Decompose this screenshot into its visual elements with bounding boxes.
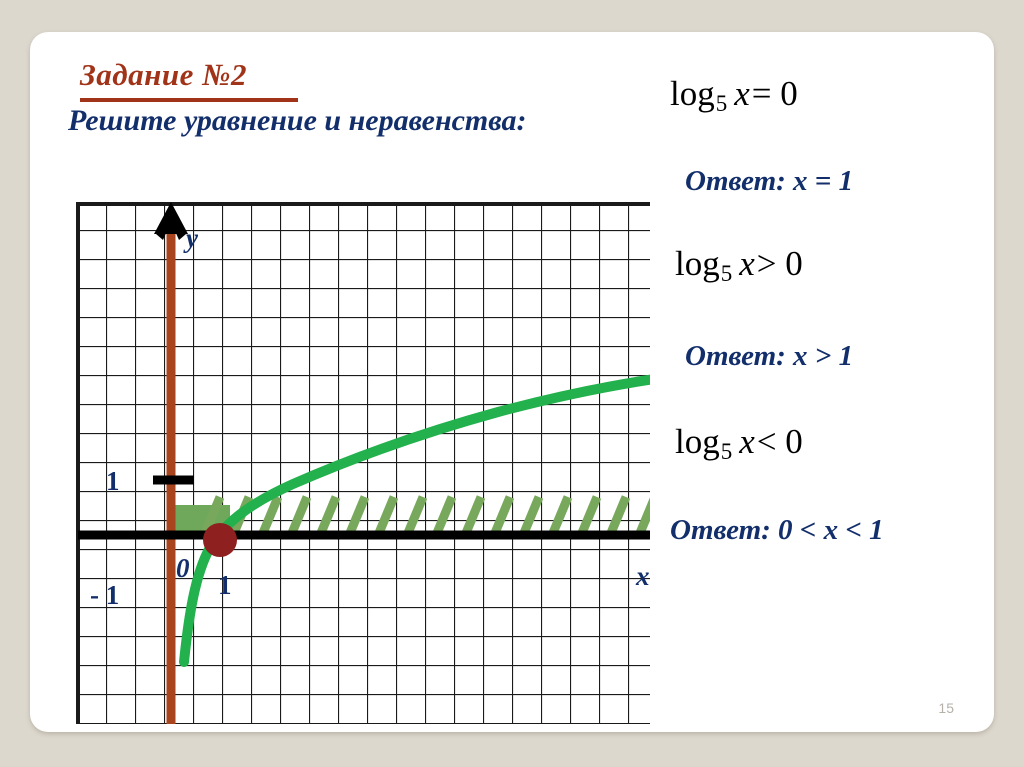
root-point-marker xyxy=(203,523,237,557)
answer-equation: Ответ: x = 1 xyxy=(685,165,854,197)
grid-lines xyxy=(78,204,650,724)
coordinate-grid-chart: y x 1 0 1 - 1 xyxy=(76,202,650,724)
y-axis-arrow-barbs xyxy=(156,208,186,240)
page-title: Задание №2 xyxy=(80,57,247,92)
log-prefix-3: log xyxy=(675,422,720,461)
log-base-1: 5 xyxy=(715,91,728,116)
y-axis-label: y xyxy=(183,223,199,253)
y-tick-label-one: 1 xyxy=(106,466,120,496)
log-relation-2: > 0 xyxy=(756,244,803,283)
log-prefix-2: log xyxy=(675,244,720,283)
log-base-2: 5 xyxy=(720,261,733,286)
x-tick-label-minus-one: - 1 xyxy=(90,580,119,610)
log-var-1: x xyxy=(734,74,750,113)
problem-inequality-less: log5 x< 0 xyxy=(675,422,803,465)
log-relation-1: = 0 xyxy=(751,74,798,113)
problem-equation: log5 x= 0 xyxy=(670,74,798,117)
log-var-3: x xyxy=(739,422,755,461)
graph-panel: y x 1 0 1 - 1 xyxy=(48,172,650,724)
page-number: 15 xyxy=(938,700,954,716)
expression-log-less-zero: log5 x< 0 xyxy=(675,422,803,465)
x-axis-label: x xyxy=(635,561,650,591)
log-prefix-1: log xyxy=(670,74,715,113)
log-curve xyxy=(179,374,650,667)
grid-border xyxy=(76,202,650,724)
expression-log-equals-zero: log5 x= 0 xyxy=(670,74,798,117)
log-relation-3: < 0 xyxy=(756,422,803,461)
hatched-region-x-greater-one xyxy=(200,495,650,535)
title-underline xyxy=(80,98,298,102)
problem-inequality-greater: log5 x> 0 xyxy=(675,244,803,287)
answer-inequality-greater: Ответ: x > 1 xyxy=(685,340,854,372)
origin-label: 0 xyxy=(176,553,190,583)
log-base-3: 5 xyxy=(720,439,733,464)
log-var-2: x xyxy=(739,244,755,283)
x-tick-label-one: 1 xyxy=(218,570,232,600)
slide-card: Задание №2 Решите уравнение и неравенств… xyxy=(30,32,994,732)
page-subtitle: Решите уравнение и неравенства: xyxy=(68,104,527,137)
answer-inequality-less: Ответ: 0 < x < 1 xyxy=(670,514,884,546)
expression-log-greater-zero: log5 x> 0 xyxy=(675,244,803,287)
